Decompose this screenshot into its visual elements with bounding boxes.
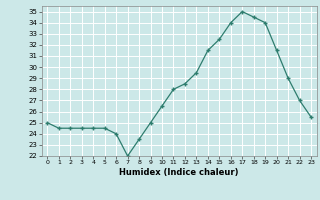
X-axis label: Humidex (Indice chaleur): Humidex (Indice chaleur): [119, 168, 239, 177]
